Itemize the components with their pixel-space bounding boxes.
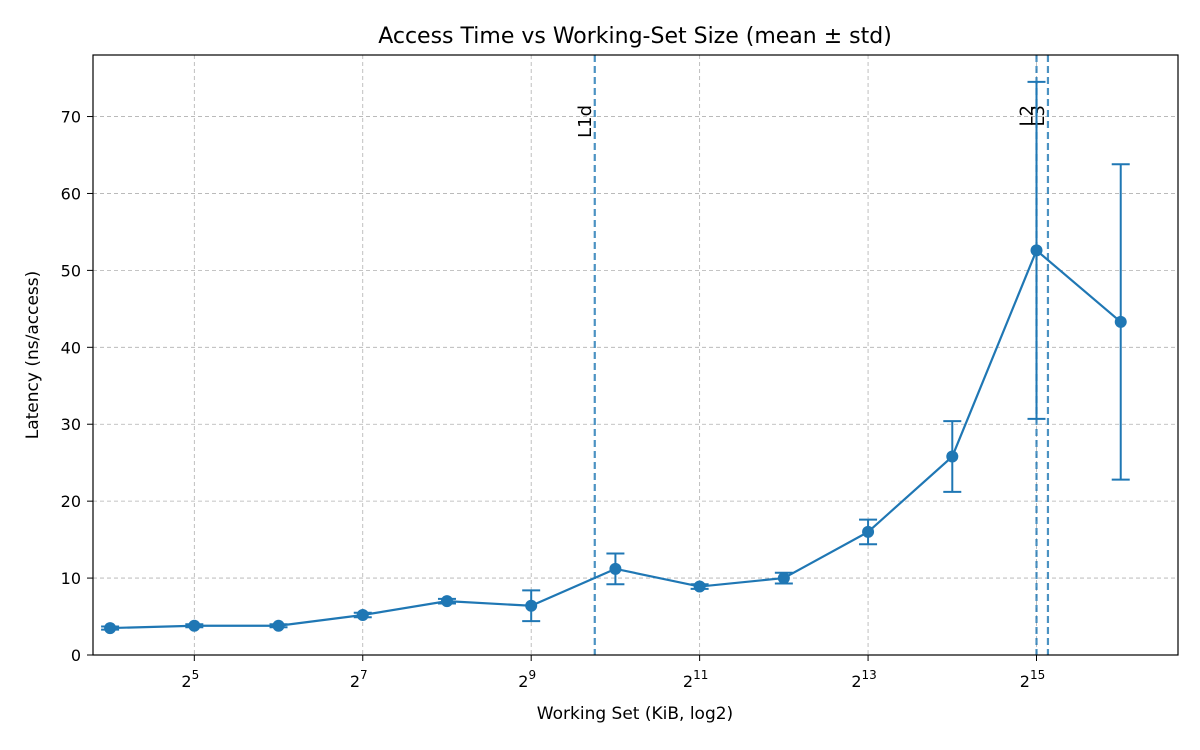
x-tick-label: 213 bbox=[851, 668, 876, 691]
plot-frame bbox=[92, 54, 1179, 656]
error-bars bbox=[101, 80, 1130, 631]
data-point bbox=[440, 595, 453, 608]
data-point bbox=[104, 622, 117, 635]
x-tick-label: 29 bbox=[518, 668, 536, 691]
data-point bbox=[693, 580, 706, 593]
data-series bbox=[104, 244, 1127, 635]
data-point bbox=[1114, 315, 1127, 328]
y-tick-label: 10 bbox=[61, 569, 81, 588]
x-tick-label: 211 bbox=[683, 668, 708, 691]
x-tick-label: 215 bbox=[1020, 668, 1045, 691]
y-tick-label: 60 bbox=[61, 184, 81, 203]
data-point bbox=[1030, 244, 1043, 257]
x-axis-ticks: 25 27 29 211 213 215 bbox=[181, 655, 1045, 691]
chart-title: Access Time vs Working-Set Size (mean ± … bbox=[378, 24, 892, 49]
data-point bbox=[188, 619, 201, 632]
grid bbox=[93, 55, 1178, 656]
x-axis-label: Working Set (KiB, log2) bbox=[537, 704, 733, 724]
x-tick-label: 25 bbox=[181, 668, 199, 691]
data-point bbox=[356, 609, 369, 621]
vline-label-l2: L2 bbox=[1017, 105, 1038, 126]
y-axis-label: Latency (ns/access) bbox=[23, 271, 43, 440]
x-tick-label: 27 bbox=[350, 668, 368, 691]
data-point bbox=[609, 562, 622, 575]
y-axis-ticks: 0 10 20 30 40 50 60 70 bbox=[61, 108, 93, 665]
data-point bbox=[946, 450, 959, 463]
vline-label-l1d: L1d bbox=[575, 105, 596, 138]
y-tick-label: 70 bbox=[61, 108, 81, 127]
y-tick-label: 20 bbox=[61, 492, 81, 511]
data-point bbox=[272, 619, 285, 632]
y-tick-label: 50 bbox=[61, 261, 81, 280]
y-tick-label: 30 bbox=[61, 415, 81, 434]
data-point bbox=[525, 599, 538, 612]
data-point bbox=[862, 525, 875, 538]
y-tick-label: 40 bbox=[61, 338, 81, 357]
y-tick-label: 0 bbox=[71, 646, 81, 665]
data-point bbox=[777, 572, 790, 585]
vline-label-l3: L3 bbox=[1028, 105, 1049, 126]
